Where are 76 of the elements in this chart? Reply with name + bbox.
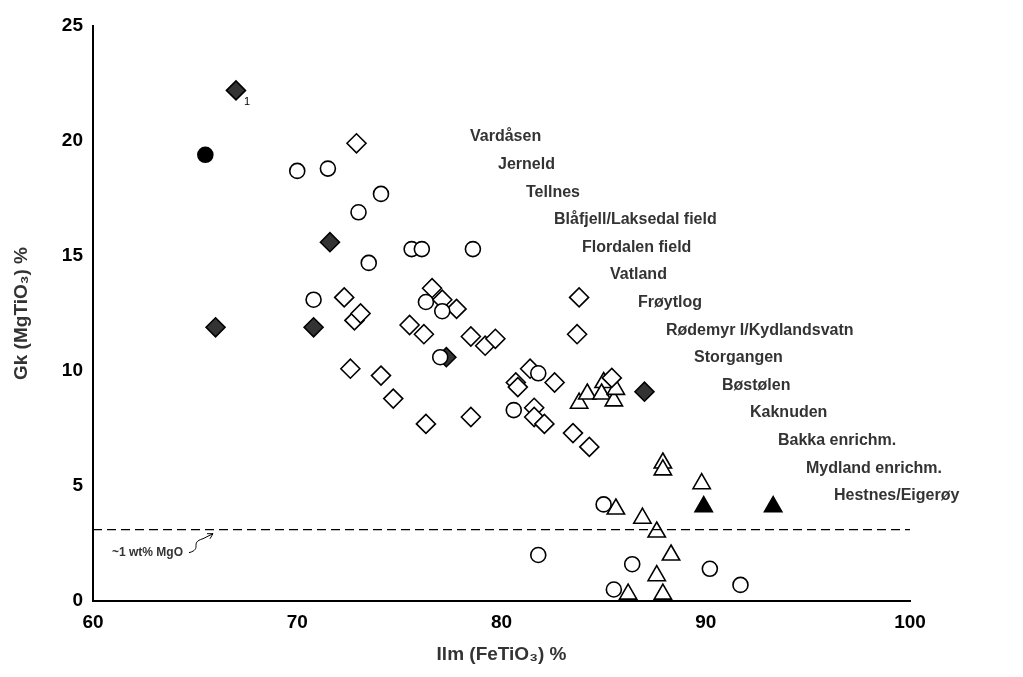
point (460, 326, 482, 347)
point (544, 372, 565, 393)
point (433, 302, 451, 320)
point (319, 160, 337, 177)
annotation: Jerneld (498, 155, 555, 173)
x-tick-label: 100 (894, 610, 926, 632)
point (340, 358, 361, 379)
point (568, 287, 590, 308)
point (303, 317, 324, 338)
ref-line-label: ~1 wt% MgO (112, 545, 184, 560)
point (413, 240, 431, 258)
annotation: Kaknuden (750, 403, 828, 421)
x-tick-label: 90 (695, 610, 717, 632)
point (431, 348, 449, 366)
point (579, 436, 600, 458)
point (225, 80, 247, 101)
point (350, 303, 371, 324)
point (529, 546, 547, 564)
y-tick-label: 0 (72, 589, 83, 611)
point (319, 231, 341, 253)
point (205, 317, 226, 338)
y-axis-title: Gk (MgTiO₃) % (9, 246, 31, 380)
x-tick-label: 80 (490, 610, 513, 632)
point (485, 328, 506, 350)
point (288, 162, 306, 180)
y-tick-label: 15 (61, 244, 84, 266)
point (505, 401, 523, 419)
point (460, 406, 482, 428)
point (595, 496, 612, 513)
x-axis-title: Ilm (FeTiO₃) % (436, 642, 567, 664)
point (197, 146, 214, 164)
annotation: Vatland (610, 265, 667, 283)
point (507, 376, 529, 398)
point (701, 560, 719, 578)
y-tick-label: 25 (61, 14, 84, 36)
point (333, 287, 355, 308)
point (623, 555, 641, 573)
point (464, 240, 482, 258)
annotation: Flordalen field (582, 237, 692, 255)
point (360, 254, 378, 272)
x-tick-label: 60 (82, 610, 104, 632)
annotation: 1 (243, 95, 251, 108)
x-tick-label: 70 (286, 610, 308, 632)
point (529, 365, 547, 382)
annotation: Frøytlog (638, 293, 702, 311)
point (370, 365, 392, 386)
point (732, 576, 749, 594)
point (415, 413, 437, 435)
point (417, 293, 435, 311)
point (446, 298, 467, 320)
point (566, 323, 588, 345)
annotation: Vardåsen (470, 127, 542, 145)
annotation: Blåfjell/Laksedal field (554, 210, 717, 228)
y-tick-label: 20 (61, 129, 83, 151)
point (605, 581, 623, 598)
annotation: Bøstølen (722, 375, 791, 393)
y-tick-label: 5 (72, 474, 84, 496)
annotation: Hestnes/Eigerøy (834, 486, 960, 504)
point (421, 277, 443, 299)
point (562, 422, 584, 444)
point (305, 291, 322, 308)
annotation: Storgangen (694, 348, 783, 366)
point (346, 133, 367, 154)
point (399, 314, 420, 336)
point (372, 185, 390, 203)
annotation: Mydland enrichm. (806, 458, 943, 476)
point (534, 413, 555, 435)
point (601, 367, 623, 389)
point (382, 388, 404, 409)
y-tick-label: 10 (61, 359, 83, 381)
annotation: Rødemyr I/Kydlandsvatn (666, 320, 854, 338)
point (634, 381, 655, 402)
annotation: Bakka enrichm. (778, 431, 897, 449)
annotation: Tellnes (526, 182, 581, 200)
point (413, 323, 435, 345)
point (350, 204, 367, 221)
